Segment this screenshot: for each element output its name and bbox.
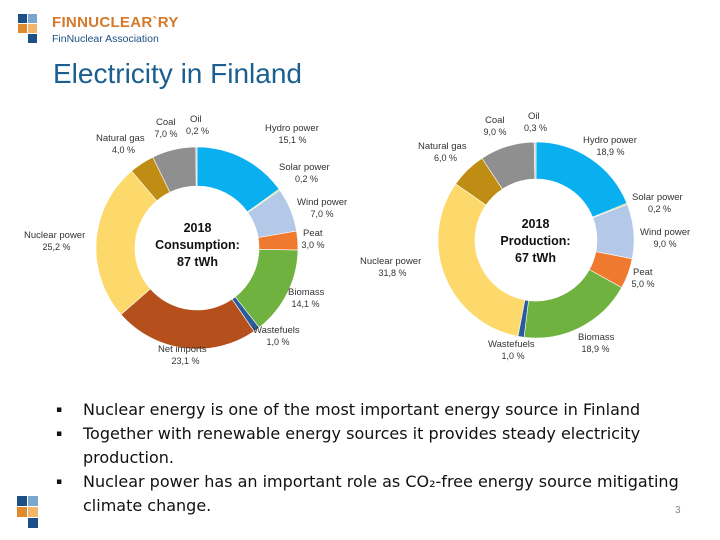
slice-label: Wastefuels — [488, 339, 535, 350]
consumption-center-label: 2018 Consumption: 87 tWh — [140, 220, 255, 271]
production-caption: Production: — [500, 234, 571, 248]
slice-label: Coal — [485, 115, 505, 126]
slice-value-label: 1,0 % — [266, 337, 289, 347]
slice-value-label: 6,0 % — [434, 153, 457, 163]
logo-name: FINNUCLEAR`RY — [52, 14, 179, 31]
slice-value-label: 5,0 % — [631, 279, 654, 289]
slice-label: Peat — [633, 267, 653, 278]
logo-mark-icon — [18, 14, 46, 43]
slice-value-label: 0,2 % — [186, 126, 209, 136]
slice-label: Wind power — [297, 197, 347, 208]
slice-label: Hydro power — [583, 135, 637, 146]
slice-value-label: 15,1 % — [278, 135, 306, 145]
consumption-caption: Consumption: — [155, 238, 240, 252]
slice-label: Nuclear power — [24, 230, 85, 241]
bullet-marker: ▪ — [56, 477, 63, 487]
slice-value-label: 18,9 % — [581, 344, 609, 354]
production-year: 2018 — [521, 217, 550, 231]
slice-label: Biomass — [288, 287, 325, 298]
slice-label: Coal — [156, 117, 176, 128]
slice-label: Net imports — [158, 344, 207, 355]
slice-value-label: 14,1 % — [291, 299, 319, 309]
bullet-item: ▪ Nuclear power has an important role as … — [56, 472, 679, 515]
logo-subtitle: FinNuclear Association — [52, 33, 159, 45]
page-number: 3 — [675, 505, 681, 516]
slice-value-label: 7,0 % — [154, 129, 177, 139]
slice-value-label: 0,3 % — [524, 123, 547, 133]
slice-label: Oil — [190, 114, 202, 125]
slice-label: Solar power — [632, 192, 683, 203]
production-center-label: 2018 Production: 67 tWh — [478, 216, 593, 267]
slice-value-label: 3,0 % — [301, 240, 324, 250]
slice-label: Oil — [528, 111, 540, 122]
donut-slice — [195, 146, 198, 187]
donut-slice — [95, 170, 158, 315]
consumption-total: 87 tWh — [177, 255, 218, 269]
slice-value-label: 23,1 % — [171, 356, 199, 366]
slice-value-label: 0,2 % — [648, 204, 671, 214]
bullet-item: ▪ Nuclear energy is one of the most impor… — [56, 398, 696, 422]
consumption-year: 2018 — [183, 221, 212, 235]
slice-label: Natural gas — [418, 141, 467, 152]
bullet-marker: ▪ — [56, 429, 63, 439]
footer-decoration-icon — [17, 496, 49, 528]
production-total: 67 tWh — [515, 251, 556, 265]
donut-slice — [437, 183, 526, 337]
slice-label: Peat — [303, 228, 323, 239]
donut-slice — [533, 141, 537, 180]
bullet-list: ▪ Nuclear energy is one of the most impor… — [56, 398, 696, 518]
bullet-item: ▪ Together with renewable energy sources … — [56, 424, 641, 467]
slice-value-label: 9,0 % — [653, 239, 676, 249]
slice-value-label: 7,0 % — [310, 209, 333, 219]
slice-value-label: 9,0 % — [483, 127, 506, 137]
bullet-marker: ▪ — [56, 405, 63, 415]
logo: FINNUCLEAR`RY FinNuclear Association — [18, 12, 218, 48]
donut-slice — [523, 269, 623, 339]
slice-value-label: 0,2 % — [295, 174, 318, 184]
slice-label: Nuclear power — [360, 256, 421, 267]
slice-value-label: 1,0 % — [501, 351, 524, 361]
slice-label: Wind power — [640, 227, 690, 238]
slice-value-label: 4,0 % — [112, 145, 135, 155]
slice-value-label: 18,9 % — [596, 147, 624, 157]
slice-label: Natural gas — [96, 133, 145, 144]
slice-label: Hydro power — [265, 123, 319, 134]
slice-label: Solar power — [279, 162, 330, 173]
page-title: Electricity in Finland — [53, 58, 302, 89]
slice-label: Wastefuels — [253, 325, 300, 336]
slice-label: Biomass — [578, 332, 615, 343]
slice-value-label: 31,8 % — [378, 268, 406, 278]
slice-value-label: 25,2 % — [42, 242, 70, 252]
